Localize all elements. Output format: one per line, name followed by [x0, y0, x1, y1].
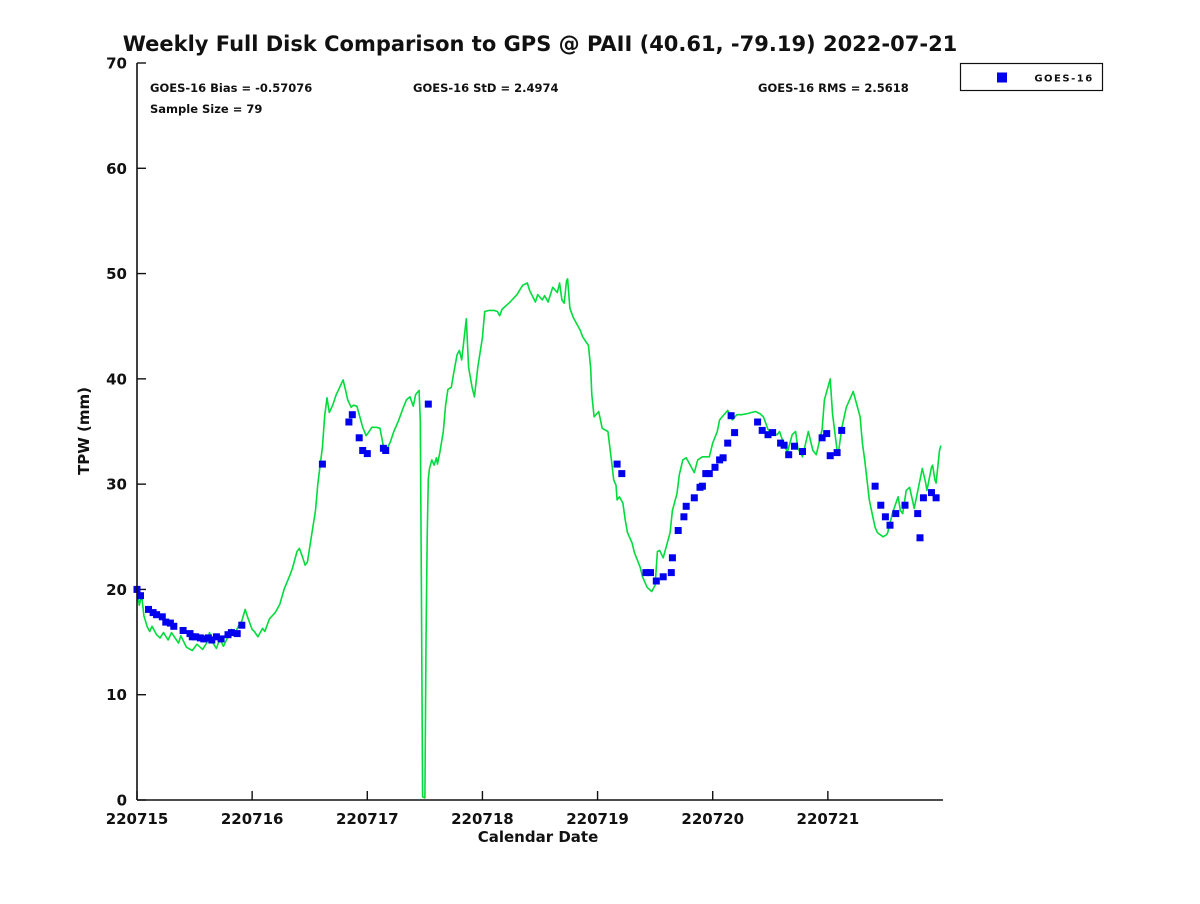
goes16-data-point	[217, 635, 225, 643]
x-tick-label: 220718	[451, 810, 514, 828]
x-tick-label: 220719	[566, 810, 629, 828]
y-tick-label: 70	[106, 55, 127, 73]
goes16-data-point	[764, 431, 772, 439]
goes16-data-point	[919, 494, 927, 502]
goes16-data-point	[318, 460, 326, 468]
goes16-data-point	[758, 426, 766, 434]
goes16-data-point	[348, 411, 356, 419]
y-tick-label: 10	[106, 686, 127, 704]
y-tick-label: 50	[106, 265, 127, 283]
goes16-data-point	[731, 429, 739, 437]
goes16-data-point	[642, 569, 650, 577]
x-tick-label: 220720	[681, 810, 744, 828]
goes16-data-point	[799, 448, 806, 455]
goes16-data-point	[877, 501, 885, 509]
goes16-data-point	[238, 621, 246, 629]
goes16-data-point	[769, 429, 777, 437]
axis-ticks	[136, 62, 829, 801]
x-axis-label: Calendar Date	[478, 828, 599, 846]
goes16-data-point	[212, 633, 220, 641]
goes16-data-point	[826, 452, 834, 460]
goes16-data-point	[754, 418, 762, 426]
goes16-data-point	[823, 430, 831, 438]
goes16-data-point	[705, 470, 713, 478]
y-tick-label: 40	[106, 370, 127, 388]
stat-sample-size: Sample Size = 79	[150, 102, 262, 116]
goes16-data-point	[892, 510, 900, 518]
goes16-data-point	[192, 633, 200, 641]
goes16-data-point	[711, 463, 719, 471]
goes16-data-point	[233, 630, 241, 638]
goes16-data-point	[345, 418, 353, 426]
goes16-data-point	[682, 502, 690, 510]
goes16-data-point	[698, 482, 706, 490]
goes16-data-point	[724, 439, 732, 447]
goes16-data-point	[690, 494, 698, 502]
goes16-data-point	[200, 635, 208, 643]
goes16-data-point	[668, 554, 676, 562]
goes16-data-point	[382, 447, 390, 454]
goes16-data-point	[208, 636, 216, 644]
goes16-data-point	[158, 613, 166, 621]
goes16-data-point	[881, 513, 889, 521]
y-tick-label: 0	[117, 792, 127, 810]
goes16-data-point	[838, 426, 846, 434]
goes16-data-point	[363, 450, 371, 458]
stat-rms: GOES-16 RMS = 2.5618	[758, 81, 909, 95]
goes16-data-point	[928, 489, 935, 497]
stat-std: GOES-16 StD = 2.4974	[413, 81, 558, 95]
goes16-data-point	[227, 629, 235, 637]
x-tick-label: 220721	[797, 810, 860, 828]
y-tick-label: 20	[106, 581, 127, 599]
goes16-data-point	[719, 454, 727, 462]
goes16-data-point	[780, 441, 788, 449]
goes16-data-point	[674, 527, 682, 534]
goes16-data-point	[791, 442, 798, 450]
goes16-data-point	[145, 605, 152, 613]
chart-title: Weekly Full Disk Comparison to GPS @ PAI…	[123, 32, 958, 56]
goes16-data-point	[727, 412, 735, 420]
goes16-data-point	[667, 569, 675, 577]
goes16-legend-marker-icon	[997, 72, 1007, 83]
goes16-data-point	[162, 618, 170, 626]
y-axis-label: TPW (mm)	[75, 387, 93, 475]
x-tick-label: 220715	[106, 810, 169, 828]
y-tick-label: 30	[106, 476, 127, 494]
goes16-data-point	[359, 447, 367, 454]
stat-bias: GOES-16 Bias = -0.57076	[150, 81, 312, 95]
goes16-data-point	[153, 611, 161, 619]
goes16-data-point	[618, 470, 626, 478]
goes16-data-point	[785, 451, 793, 459]
goes16-data-point	[901, 501, 909, 509]
goes16-data-point	[680, 513, 688, 521]
gps-line-series	[136, 277, 942, 799]
goes16-data-point	[652, 577, 660, 585]
x-tick-label: 220716	[221, 810, 284, 828]
goes16-data-point	[355, 434, 363, 442]
goes16-data-point	[179, 627, 187, 634]
goes16-data-point	[833, 449, 841, 457]
x-tick-label: 220717	[336, 810, 399, 828]
axis-tick-labels: 0 10 20 30 40 50 60 70 220715 220716 220717 220718 2…	[106, 55, 859, 829]
plot-area: 0 10 20 30 40 50 60 70 220715 220716 220717 220718 2…	[106, 55, 943, 829]
goes16-data-point	[170, 622, 178, 630]
legend-box	[959, 62, 1104, 92]
goes16-data-point	[916, 534, 924, 542]
goes16-data-point	[871, 482, 879, 490]
goes16-data-point	[424, 400, 432, 408]
goes16-scatter-series	[133, 400, 940, 644]
goes16-data-point	[659, 573, 667, 581]
goes16-data-point	[914, 510, 922, 518]
legend: GOES-16	[959, 62, 1104, 92]
goes16-data-point	[886, 521, 894, 529]
y-tick-label: 60	[106, 160, 127, 178]
goes16-data-point	[613, 460, 621, 468]
goes16-data-point	[818, 434, 826, 442]
goes16-data-point	[932, 494, 940, 502]
legend-label: GOES-16	[1034, 74, 1093, 85]
goes16-data-point	[137, 592, 144, 600]
goes16-data-point	[647, 569, 654, 577]
